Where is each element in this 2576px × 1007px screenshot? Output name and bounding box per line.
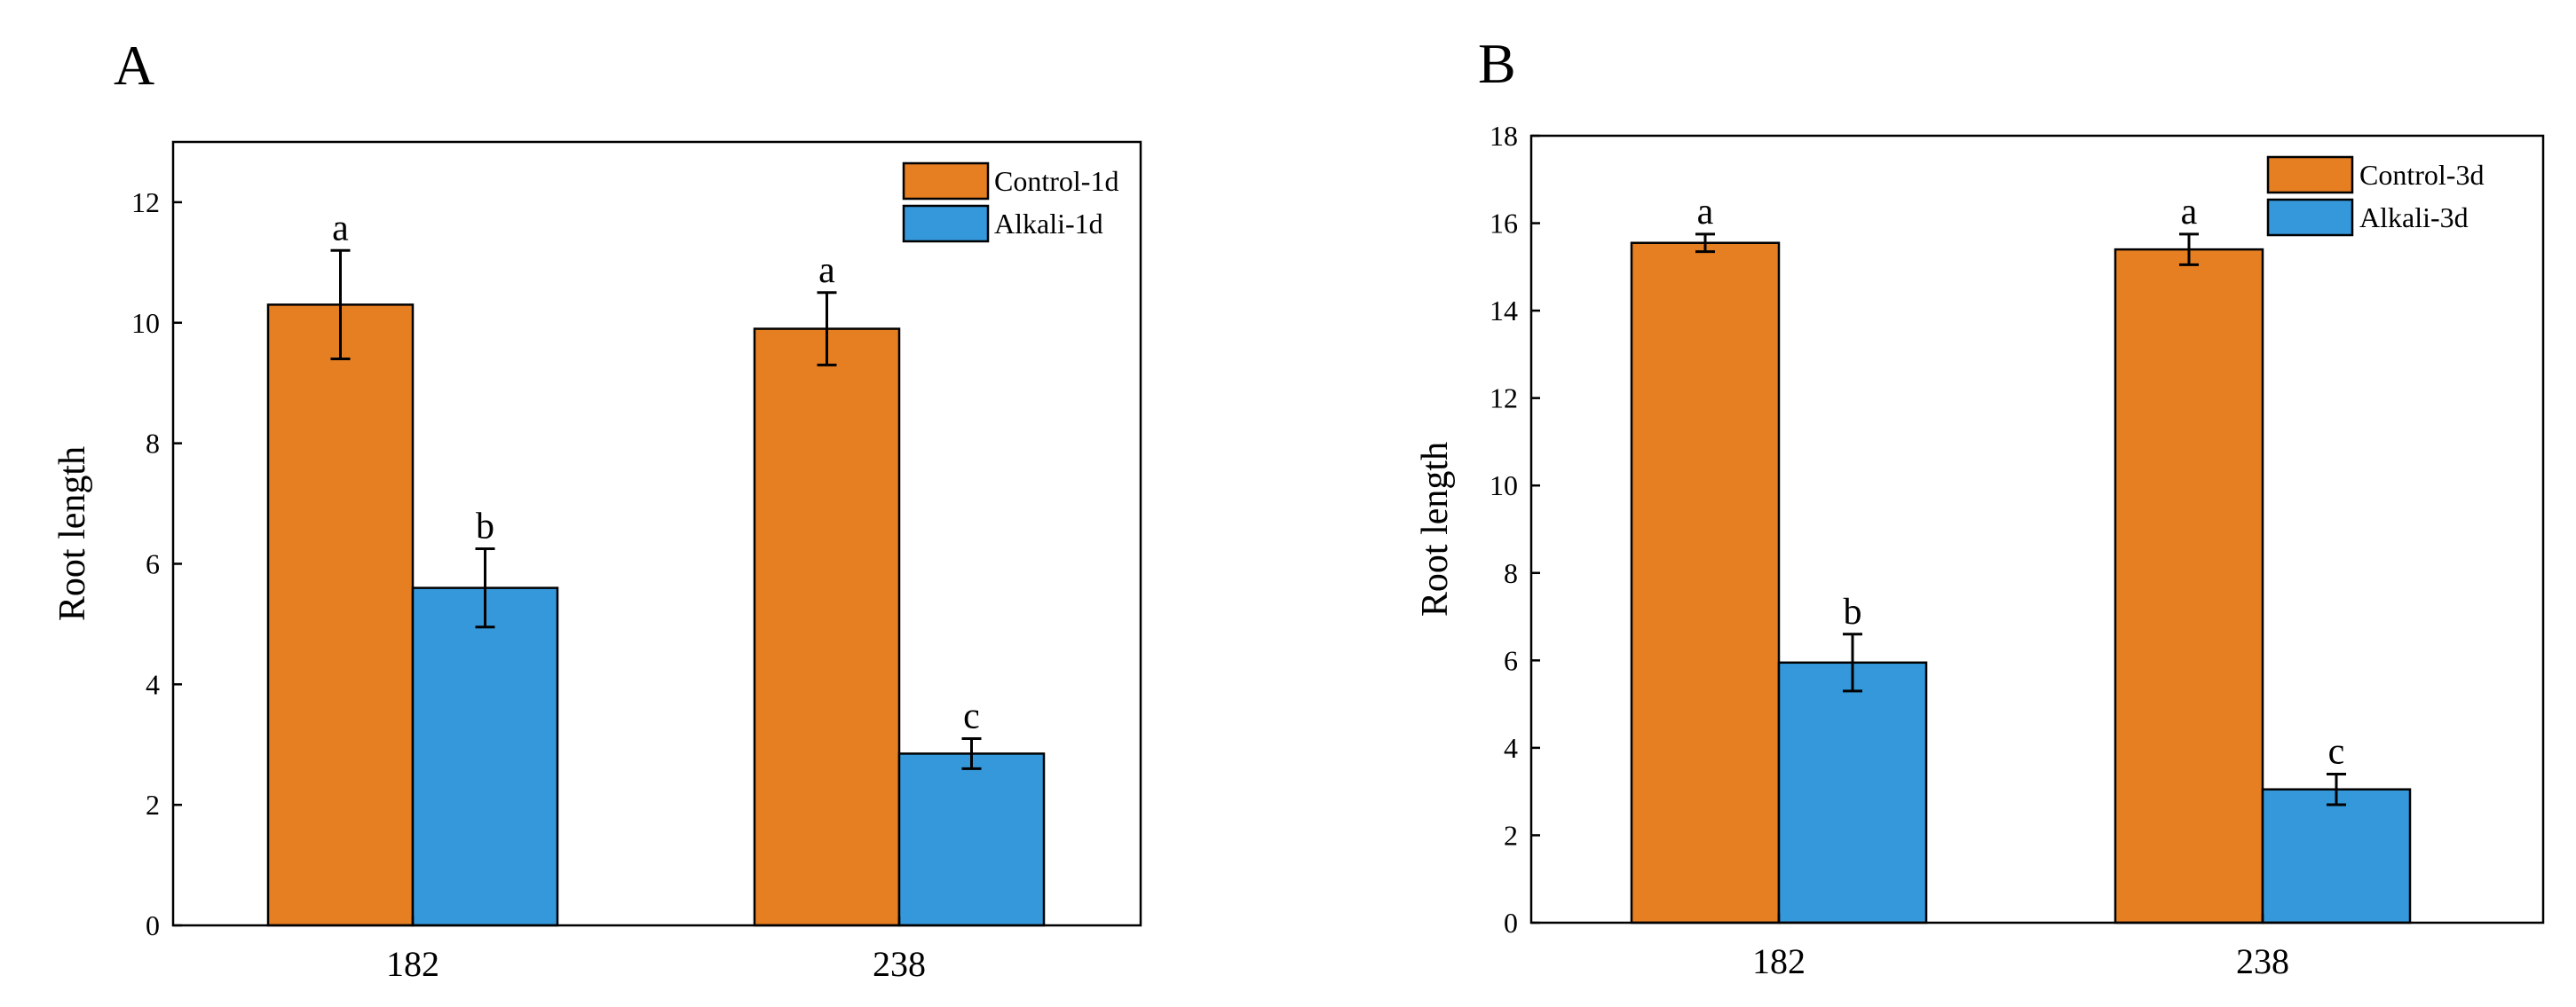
y-tick-label: 12 [131, 186, 160, 218]
y-tick-label: 6 [1504, 644, 1518, 676]
legend-label: Alkali-1d [994, 208, 1103, 240]
y-tick-label: 4 [1504, 732, 1518, 764]
legend-swatch [902, 204, 990, 243]
plot-frame [171, 140, 1142, 927]
bar [1777, 661, 1928, 924]
bar [1630, 241, 1781, 924]
y-tick-label: 10 [1489, 469, 1518, 501]
y-tick-label: 14 [1489, 295, 1518, 326]
y-tick-label: 2 [1504, 819, 1518, 851]
legend-swatch [2266, 198, 2354, 237]
x-tick-label: 238 [873, 944, 926, 984]
significance-letter: b [476, 506, 494, 547]
significance-letter: c [2328, 731, 2345, 772]
y-axis-title: Root length [1415, 442, 1456, 617]
y-tick-label: 8 [1504, 557, 1518, 589]
significance-letter: c [963, 696, 980, 736]
panel-label: A [114, 34, 154, 97]
legend-label: Control-3d [2359, 159, 2484, 191]
y-axis-title: Root length [52, 446, 93, 621]
significance-letter: b [1844, 592, 1862, 633]
panel-label: B [1478, 32, 1516, 95]
chart-panel-b: Ba a b c 0 2 4 6 8 10 12 14 16 18 182 238 Root length Con… [1415, 32, 2545, 981]
chart-panel-a: Aa a b c 0 2 4 6 8 10 12 182 238 Root length Control-1… [52, 34, 1142, 984]
significance-letter: a [1697, 192, 1714, 232]
y-tick-label: 16 [1489, 208, 1518, 240]
bar [411, 586, 559, 927]
x-tick-label: 182 [386, 944, 439, 984]
legend-label: Alkali-3d [2359, 201, 2469, 233]
legend-label: Control-1d [994, 165, 1118, 197]
y-tick-label: 4 [146, 668, 160, 700]
y-tick-label: 0 [146, 909, 160, 941]
y-tick-label: 0 [1504, 907, 1518, 939]
bar [897, 752, 1046, 927]
y-tick-label: 18 [1489, 120, 1518, 152]
bar [2261, 788, 2412, 924]
x-tick-label: 182 [1752, 941, 1806, 981]
legend-swatch [902, 161, 990, 201]
bar [753, 327, 901, 927]
bar [266, 303, 415, 927]
legend-swatch [2266, 155, 2354, 194]
y-tick-label: 6 [146, 547, 160, 579]
significance-letter: a [332, 208, 349, 248]
x-tick-label: 238 [2236, 941, 2289, 981]
y-tick-label: 2 [146, 789, 160, 821]
bar [2114, 248, 2264, 924]
significance-letter: a [818, 250, 835, 291]
y-tick-label: 10 [131, 307, 160, 339]
plot-frame [1529, 134, 2545, 924]
y-tick-label: 12 [1489, 382, 1518, 414]
y-tick-label: 8 [146, 428, 160, 460]
significance-letter: a [2181, 192, 2198, 232]
